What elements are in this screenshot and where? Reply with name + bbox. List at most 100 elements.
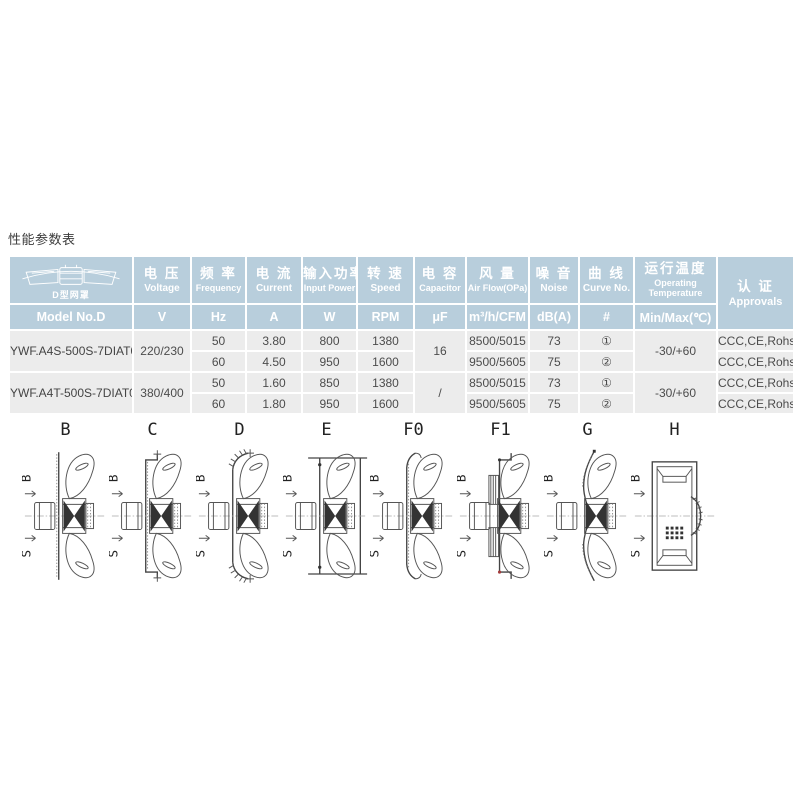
fan-side-view-F0: B S [370,452,455,580]
unit-model: Model No.D [10,305,132,329]
fan-guard-caption: D型网罩 [52,289,90,300]
cell-hz: 50 [192,331,245,350]
svg-text:S: S [22,550,34,558]
fan-guard-icon [22,264,120,285]
cell-noise: 75 [530,394,578,413]
cell-power: 800 [303,331,356,350]
col-header-noise: 噪 音 Noise [530,257,578,303]
cell-noise: 73 [530,331,578,350]
cell-noise: 73 [530,373,578,392]
cell-temperature: -30/+60 [635,331,716,371]
mounting-diagram-D: D B S [196,420,283,586]
fan-side-view-C: B S [109,450,194,582]
svg-text:S: S [631,550,643,558]
diagram-label: H [669,420,680,440]
col-header-temperature: 运行温度 Operating Temperature [635,257,716,303]
svg-text:B: B [22,475,34,483]
cell-rpm: 1380 [358,373,413,392]
unit-temperature: Min/Max(℃) [635,305,716,329]
unit-input-power: W [303,305,356,329]
col-header-frequency: 频 率 Frequency [192,257,245,303]
svg-text:S: S [370,550,382,558]
mounting-diagram-F1: F1 B S [457,420,544,586]
col-header-input-power: 输入功率 Input Power [303,257,356,303]
svg-text:S: S [283,550,295,558]
fan-side-view-F1: B S [457,453,542,579]
diagram-label: D [234,420,245,440]
diagram-label: G [582,420,593,440]
table-row: YWF.A4T-500S-7DIAT0 380/400 50 1.60 850 … [10,373,793,413]
cell-current: 1.60 [247,373,301,392]
cell-rpm: 1600 [358,352,413,371]
col-header-speed: 转 速 Speed [358,257,413,303]
cell-hz: 60 [192,394,245,413]
cell-power: 850 [303,373,356,392]
svg-text:B: B [283,475,295,483]
fan-side-view-G: B S [544,449,629,582]
cell-current: 1.80 [247,394,301,413]
col-header-curve: 曲 线 Curve No. [580,257,633,303]
unit-voltage: V [134,305,190,329]
mounting-diagram-B: B B S [22,420,109,586]
cell-curve: ② [580,394,633,413]
diagram-label: F0 [403,420,424,440]
cell-curve: ① [580,373,633,392]
cell-model: YWF.A4T-500S-7DIAT0 [10,373,132,413]
table-row: 60 4.50 950 1600 9500/5605 75 ② CCC,CE,R… [10,352,793,371]
svg-text:B: B [370,475,382,483]
svg-text:B: B [196,475,208,483]
cell-capacitor: / [415,373,465,413]
cell-noise: 75 [530,352,578,371]
cell-airflow: 8500/5015 [467,331,528,350]
unit-capacitor: μF [415,305,465,329]
cell-curve: ① [580,331,633,350]
cell-approvals: CCC,CE,Rohs [718,373,793,392]
cell-current: 3.80 [247,331,301,350]
unit-curve: # [580,305,633,329]
table-row: 60 1.80 950 1600 9500/5605 75 ② CCC,CE,R… [10,394,793,413]
svg-text:B: B [544,475,556,483]
cell-capacitor: 16 [415,331,465,371]
cell-hz: 50 [192,373,245,392]
mounting-diagram-H: H B S [631,420,718,586]
cell-power: 950 [303,352,356,371]
mounting-diagram-C: C B S [109,420,196,586]
cell-airflow: 9500/5605 [467,352,528,371]
diagram-label: C [147,420,158,440]
unit-frequency: Hz [192,305,245,329]
diagram-label: E [321,420,332,440]
cell-hz: 60 [192,352,245,371]
diagram-label: F1 [490,420,511,440]
mounting-diagram-F0: F0 B S [370,420,457,586]
fan-side-view-B: B S [22,452,107,580]
table-row: YWF.A4S-500S-7DIAT0 220/230 50 3.80 800 … [10,331,793,371]
diagram-label: B [60,420,71,440]
cell-voltage: 220/230 [134,331,190,371]
cell-approvals: CCC,CE,Rohs [718,352,793,371]
cell-approvals: CCC,CE,Rohs [718,331,793,350]
cell-rpm: 1600 [358,394,413,413]
col-header-approvals: 认 证 Approvals [718,257,793,329]
unit-current: A [247,305,301,329]
cell-voltage: 380/400 [134,373,190,413]
svg-text:S: S [544,550,556,558]
col-header-capacitor: 电 容 Capacitor [415,257,465,303]
unit-speed: RPM [358,305,413,329]
cell-model: YWF.A4S-500S-7DIAT0 [10,331,132,371]
col-header-voltage: 电 压 Voltage [134,257,190,303]
svg-text:B: B [457,475,469,483]
spec-table: D型网罩 电 压 Voltage 频 率 Frequency 电 流 Curre… [8,255,795,415]
cell-curve: ② [580,352,633,371]
svg-text:B: B [109,475,121,483]
cell-airflow: 8500/5015 [467,373,528,392]
col-header-current: 电 流 Current [247,257,301,303]
mounting-diagram-E: E B S [283,420,370,586]
terminal-box-dots [665,526,684,540]
cell-power: 950 [303,394,356,413]
svg-text:S: S [457,550,469,558]
cell-temperature: -30/+60 [635,373,716,413]
cell-current: 4.50 [247,352,301,371]
unit-noise: dB(A) [530,305,578,329]
mounting-diagram-G: G B S [544,420,631,586]
cell-rpm: 1380 [358,331,413,350]
